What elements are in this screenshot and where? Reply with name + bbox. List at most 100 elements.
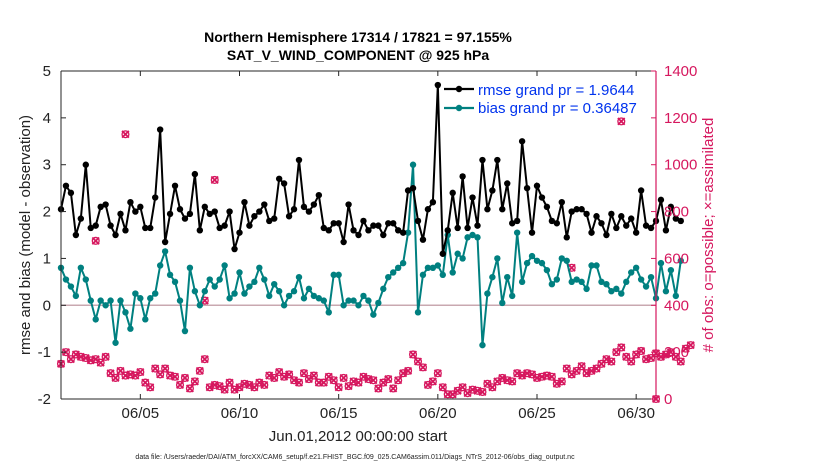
rmse-point <box>385 220 392 227</box>
obs-possible-point <box>200 355 209 364</box>
rmse-point <box>122 227 129 234</box>
obs-outlier-possible-point <box>91 236 100 245</box>
obs-assimilated-point <box>190 377 199 386</box>
rmse-point <box>201 203 208 211</box>
obs-assimilated-point <box>294 378 304 387</box>
bias-point <box>598 278 605 286</box>
obs-possible-point <box>408 350 418 359</box>
bias-point <box>474 234 481 241</box>
y-tick-label: 2 <box>43 204 51 221</box>
bias-point <box>632 264 640 271</box>
rmse-point <box>97 203 104 211</box>
legend-box <box>442 76 640 116</box>
bias-point <box>156 262 164 269</box>
obs-x-stroke <box>359 372 368 381</box>
obs-assimilated-point <box>180 373 189 382</box>
obs-x-stroke <box>185 384 194 393</box>
obs-possible-point <box>106 369 115 378</box>
axes: 06/05 06/10 06/15 06/20 06/25 06/30 -2 -1 0 1 2 3 4 5… <box>38 63 698 422</box>
bias-point <box>518 278 526 286</box>
obs-outlier-assimilated-point <box>91 236 100 245</box>
bias-point <box>399 259 407 267</box>
obs-x-stroke <box>428 377 437 386</box>
rmse-point <box>469 194 476 201</box>
obs-x-stroke <box>309 371 318 380</box>
rmse-point <box>137 203 144 211</box>
obs-x-stroke <box>161 364 170 373</box>
bias-point <box>677 257 684 264</box>
y2-tick-label: 800 <box>664 204 689 221</box>
obs-assimilated-point <box>627 357 636 366</box>
x-tick-label: 06/10 <box>221 405 259 422</box>
obs-x-stroke <box>260 380 269 389</box>
rmse-point <box>419 236 427 243</box>
obs-x-stroke <box>304 375 313 384</box>
rmse-point <box>523 184 531 192</box>
bias-point <box>543 266 551 274</box>
bias-point <box>137 295 144 302</box>
bias-point <box>340 302 347 309</box>
bias-point <box>266 292 273 300</box>
rmse-point <box>350 227 357 234</box>
obs-x-stroke <box>681 344 690 353</box>
bias-point <box>583 285 590 293</box>
data-file-caption: data file: /Users/raeder/DAI/ATM_forcXX/… <box>135 454 575 461</box>
obs-x-stroke <box>235 383 244 392</box>
obs-x-stroke <box>230 385 239 394</box>
obs-assimilated-point <box>493 377 502 386</box>
bias-point <box>261 276 268 283</box>
bias-point <box>171 278 179 286</box>
obs-assimilated-point <box>557 377 566 386</box>
obs-possible-point <box>627 357 636 366</box>
obs-x-stroke <box>384 375 393 384</box>
rmse-point <box>196 227 204 234</box>
bias-point <box>454 250 461 257</box>
obs-assimilated-point <box>235 383 244 392</box>
rmse-point <box>513 217 521 225</box>
rmse-point <box>275 175 283 182</box>
bias-point <box>394 264 402 271</box>
obs-possible-point <box>180 373 190 382</box>
bias-point <box>280 302 288 309</box>
legend-bias-label: bias grand pr = 0.36487 <box>478 100 637 117</box>
obs-x-stroke <box>275 368 284 377</box>
bias-point <box>409 161 417 168</box>
obs-possible-point <box>66 355 75 364</box>
obs-x-stroke <box>121 371 130 380</box>
bias-point <box>112 339 119 346</box>
rmse-point <box>271 215 278 222</box>
obs-possible-point <box>161 364 170 373</box>
obs-assimilated-point <box>304 375 313 384</box>
bias-point <box>206 276 213 283</box>
obs-x-stroke <box>329 376 338 385</box>
obs-x-stroke <box>463 389 472 398</box>
obs-x-stroke <box>294 378 304 387</box>
obs-x-stroke <box>453 386 462 395</box>
obs-x-stroke <box>418 363 427 372</box>
obs-x-stroke <box>106 369 115 378</box>
obs-possible-point <box>190 377 199 386</box>
obs-x-stroke <box>280 372 289 381</box>
obs-x-stroke <box>627 357 636 366</box>
obs-assimilated-point <box>602 355 611 364</box>
rmse-point <box>404 187 412 194</box>
obs-x-stroke <box>617 117 626 126</box>
bias-point <box>613 285 620 293</box>
rmse-point <box>231 245 238 253</box>
obs-possible-point <box>413 357 423 366</box>
obs-assimilated-point <box>389 384 398 393</box>
obs-possible-point <box>220 385 229 394</box>
obs-assimilated-point <box>384 375 393 384</box>
rmse-point <box>642 222 650 229</box>
obs-possible-point <box>418 363 428 372</box>
rmse-point <box>394 227 402 234</box>
bias-point <box>152 290 159 297</box>
bias-point <box>285 292 293 300</box>
obs-possible-point <box>151 364 160 373</box>
rmse-point <box>459 173 466 180</box>
obs-assimilated-point <box>404 366 413 375</box>
rmse-point <box>261 201 268 208</box>
obs-assimilated-point <box>146 383 155 392</box>
rmse-point <box>538 194 546 201</box>
bias-point <box>142 316 149 323</box>
